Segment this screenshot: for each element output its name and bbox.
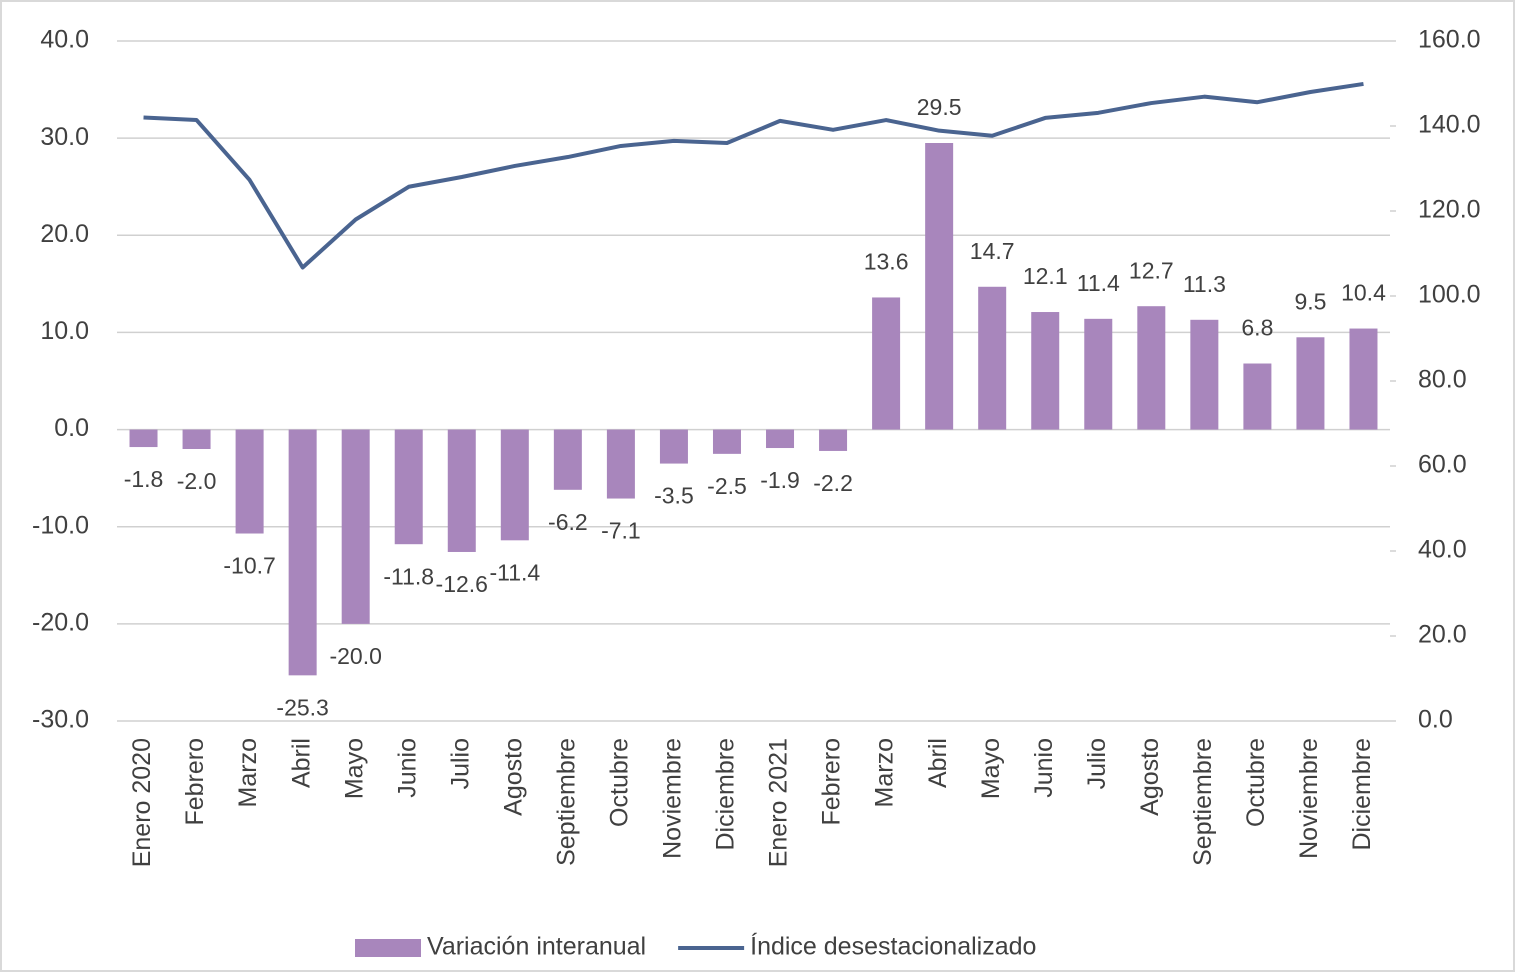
data-label: -2.5 [707,473,747,499]
y-tick-label: 0.0 [54,414,89,442]
bar [341,429,370,624]
y-tick-label: 20.0 [40,220,89,248]
y-tick-label: -20.0 [32,608,89,636]
y-tick-label: 30.0 [40,123,89,151]
data-label: -10.7 [223,553,275,579]
data-label: -11.4 [489,559,540,585]
x-tick-label: Marzo [234,738,262,807]
data-label: -12.6 [436,571,488,597]
bar [129,429,158,448]
x-tick-label: Julio [1083,738,1111,789]
bar [1296,337,1325,430]
data-label: 12.7 [1129,257,1174,283]
data-label: -3.5 [654,483,694,509]
x-tick-label: Abril [924,738,952,788]
y-tick-label: 10.0 [40,317,89,345]
bar [288,429,317,676]
y2-tick-label: 120.0 [1418,196,1481,224]
data-label: 9.5 [1294,288,1326,314]
data-label: -25.3 [276,694,328,720]
x-tick-label: Febrero [818,738,846,826]
data-label: -11.8 [383,563,434,589]
data-label: 12.1 [1023,263,1068,289]
x-tick-label: Junio [1030,738,1058,798]
x-tick-label: Mayo [977,738,1005,799]
bar [1084,318,1113,430]
legend-label: Índice desestacionalizado [750,932,1036,961]
x-tick-label: Agosto [499,738,527,816]
x-tick-label: Octubre [606,738,634,827]
x-tick-label: Septiembre [1189,738,1217,866]
bar [235,429,264,534]
x-tick-label: Diciembre [1348,738,1376,851]
bar [1137,306,1166,430]
bar [819,429,848,451]
y2-tick-label: 20.0 [1418,621,1467,649]
x-tick-label: Diciembre [712,738,740,851]
bar [1243,363,1272,430]
bar [1031,312,1060,430]
x-tick-label: Febrero [181,738,209,826]
x-tick-label: Mayo [340,738,368,799]
y-tick-label: 40.0 [40,26,89,54]
bar [447,429,476,552]
x-tick-label: Marzo [871,738,899,807]
data-label: -6.2 [548,509,588,535]
y2-tick-label: 140.0 [1418,111,1481,139]
bar [1349,328,1378,430]
bar [925,143,954,430]
x-tick-label: Septiembre [552,738,580,866]
x-tick-label: Noviembre [1295,738,1323,859]
x-tick-label: Junio [393,738,421,798]
data-label: -2.0 [177,468,217,494]
bar [1190,319,1219,430]
x-tick-label: Abril [287,738,315,788]
bar [182,429,211,449]
legend-swatch [355,939,421,957]
bar [659,429,688,464]
bar [500,429,529,541]
y-tick-label: -30.0 [32,706,89,734]
x-tick-label: Enero 2020 [128,738,156,867]
y2-tick-label: 40.0 [1418,536,1467,564]
data-label: 29.5 [917,94,962,120]
data-label: -2.2 [813,470,853,496]
x-tick-label: Agosto [1136,738,1164,816]
y2-tick-label: 160.0 [1418,26,1481,54]
bar [872,297,901,430]
data-label: -1.9 [760,467,800,493]
x-tick-label: Julio [446,738,474,789]
data-label: 11.4 [1077,270,1120,296]
y2-tick-label: 80.0 [1418,366,1467,394]
bar [712,429,741,454]
y2-tick-label: 60.0 [1418,451,1467,479]
y2-tick-label: 0.0 [1418,706,1453,734]
bar [766,429,795,449]
data-label: -7.1 [601,518,641,544]
x-tick-label: Enero 2021 [765,738,793,867]
data-label: -20.0 [329,643,381,669]
data-label: 6.8 [1241,315,1273,341]
line [143,81,1364,270]
x-tick-label: Noviembre [659,738,687,859]
bar [606,429,635,499]
y2-tick-label: 100.0 [1418,281,1481,309]
x-tick-label: Octubre [1242,738,1270,827]
data-label: 13.6 [864,249,909,275]
legend-label: Variación interanual [427,933,646,961]
data-label: 14.7 [970,238,1015,264]
data-label: 11.3 [1183,271,1226,297]
data-label: 10.4 [1341,280,1386,306]
bar [394,429,423,545]
y-tick-label: -10.0 [32,511,89,539]
bar [553,429,582,490]
data-label: -1.8 [124,466,164,492]
bar [978,286,1007,430]
